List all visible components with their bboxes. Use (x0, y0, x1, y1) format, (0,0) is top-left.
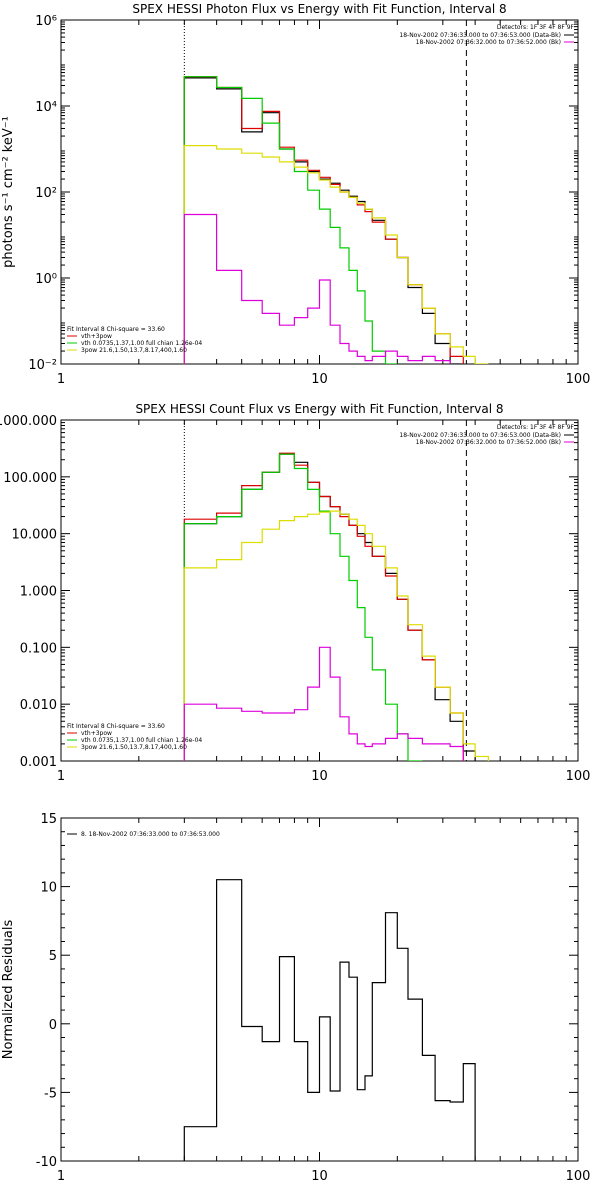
legend-entry: 3pow 21.6,1.50,13.7,8.17,400,1.60 (81, 744, 187, 751)
x-tick-label: 10 (311, 769, 328, 784)
y-tick-label: -10 (36, 1155, 57, 1170)
y-tick-label: 1000.000 (0, 414, 57, 429)
y-tick-label: 0.100 (20, 641, 57, 656)
x-tick-label: 1 (57, 769, 65, 784)
y-tick-label: 0 (49, 1018, 57, 1033)
series-line-3pow (183, 145, 489, 364)
plot-frame (60, 817, 579, 1162)
series-line-bk (183, 646, 464, 761)
y-tick-label: 0.010 (20, 698, 57, 713)
x-tick-label: 100 (566, 1169, 591, 1184)
chart-title: SPEX HESSI Count Flux vs Energy with Fit… (135, 402, 503, 416)
plot-frame (60, 419, 579, 762)
y-tick-label: 10⁴ (35, 100, 57, 115)
y-tick-label: 10⁻² (28, 358, 57, 373)
legend-detectors-header: Detectors: 1F 3F 4F 8F 9F (497, 424, 575, 431)
chart-panel-1: SPEX HESSI Photon Flux vs Energy with Fi… (1, 2, 590, 387)
x-tick-label: 100 (566, 372, 591, 387)
y-tick-label: 100.000 (3, 471, 57, 486)
series-line-vth-3pow (183, 452, 464, 761)
chart-title: SPEX HESSI Photon Flux vs Energy with Fi… (132, 2, 506, 16)
series-line-bk (183, 213, 451, 364)
legend-entry: vth 0.0735,1.37,1.00 full chian 1.26e-04 (81, 737, 202, 744)
legend-entry: 18-Nov-2002 07:36:32.000 to 07:36:52.000… (416, 39, 561, 46)
legend-entry: 3pow 21.6,1.50,13.7,8.17,400,1.60 (81, 347, 187, 354)
y-tick-label: 15 (40, 812, 57, 827)
y-tick-label: 10⁶ (35, 14, 57, 29)
series-line-vth-3pow (183, 76, 464, 364)
legend-fit-header: Fit Interval 8 Chi-square = 33.60 (67, 326, 165, 333)
y-tick-label: 10.000 (12, 528, 58, 543)
y-tick-label: -5 (44, 1086, 57, 1101)
series-line-vth (183, 76, 398, 364)
legend-entry: 8. 18-Nov-2002 07:36:33.000 to 07:36:53.… (81, 831, 220, 838)
series-line-data-bk (183, 77, 464, 364)
legend-detectors-header: Detectors: 1F 3F 4F 8F 9F (497, 24, 575, 31)
x-tick-label: 100 (566, 769, 591, 784)
legend-entry: 18-Nov-2002 07:36:33.000 to 07:36:53.000… (399, 32, 561, 39)
legend-entry: 18-Nov-2002 07:36:32.000 to 07:36:52.000… (416, 439, 561, 446)
legend-entry: vth 0.0735,1.37,1.00 full chian 1.26e-04 (81, 340, 202, 347)
legend-entry: 18-Nov-2002 07:36:33.000 to 07:36:53.000… (399, 432, 561, 439)
series-line-residuals (183, 879, 476, 1161)
x-tick-label: 10 (311, 1169, 328, 1184)
series-line-vth (183, 453, 423, 761)
chart-panel-2: SPEX HESSI Count Flux vs Energy with Fit… (0, 402, 590, 784)
y-axis-label: photons s⁻¹ cm⁻² keV⁻¹ (1, 116, 16, 268)
legend-entry: vth+3pow (81, 333, 112, 340)
y-tick-label: 1.000 (20, 585, 57, 600)
y-tick-label: 5 (49, 949, 57, 964)
y-tick-label: 0.001 (20, 755, 57, 770)
legend-fit-header: Fit Interval 8 Chi-square = 33.60 (67, 723, 165, 730)
chart-panel-3: 1 10 100 -10 -5 0 5 10 15 Normalized Residuals 8. … (1, 812, 590, 1184)
y-tick-label: 10² (35, 186, 57, 201)
x-tick-label: 10 (311, 372, 328, 387)
series-line-3pow (183, 510, 489, 761)
legend-entry: vth+3pow (81, 730, 112, 737)
y-axis-label: Normalized Residuals (1, 920, 16, 1060)
x-tick-label: 1 (57, 372, 65, 387)
x-tick-label: 1 (57, 1169, 65, 1184)
y-tick-label: 10⁰ (35, 272, 57, 287)
y-tick-label: 10 (40, 881, 57, 896)
